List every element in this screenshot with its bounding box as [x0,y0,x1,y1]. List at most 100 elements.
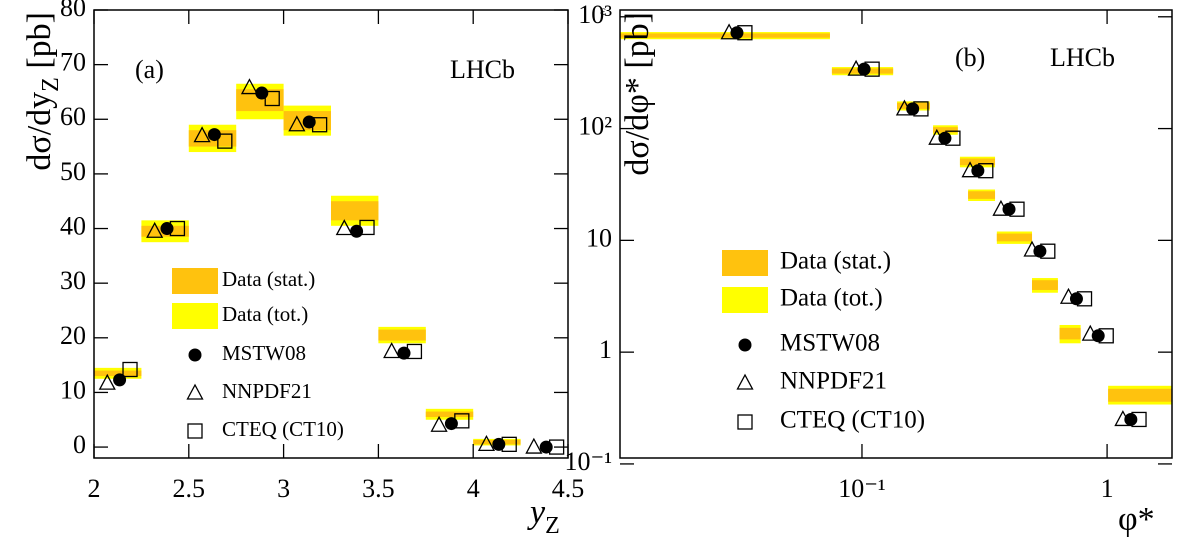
legend-label: Data (tot.) [780,285,883,312]
data-band [933,127,958,133]
x-axis-label: φ* [1118,501,1155,538]
legend-label: CTEQ (CT10) [222,417,344,441]
y-axis-label: dσ/dyZ [pb] [21,12,64,171]
data-band [620,33,830,38]
marker-square [864,61,880,77]
y-tick-label: 10 [60,375,86,404]
y-tick-label: 70 [60,48,86,77]
legend-swatch [722,287,768,313]
marker-triangle [430,415,448,432]
marker-triangle [720,23,738,40]
x-tick-label: 2.5 [173,474,206,503]
data-band [1032,280,1058,290]
y-tick-label: 20 [60,321,86,350]
marker-square [1131,411,1147,428]
marker-square [913,101,929,117]
marker-square [501,436,517,452]
legend-label: Data (stat.) [222,267,315,291]
marker-square [737,25,753,41]
annotation: LHCb [450,55,515,84]
annotation: (a) [135,55,164,84]
marker-triangle [335,219,353,236]
marker-triangle [992,199,1010,216]
x-axis-label-main: y [527,494,546,531]
y-tick-label: 10² [578,112,612,141]
y-tick-label: 10³ [578,0,612,29]
x-tick-label: 1 [1101,474,1114,503]
marker-square [169,220,186,237]
marker-square [264,90,280,107]
marker-circle [113,373,127,387]
marker-triangle [146,221,164,238]
annotation: ε [600,4,606,19]
marker-circle [1002,202,1016,216]
y-tick-label: 10⁻¹ [564,447,612,476]
y-tick-label: 30 [60,266,86,295]
y-tick-label: 10 [586,223,612,252]
y-tick-label: 80 [60,0,86,22]
x-tick-label: 3 [277,474,290,503]
marker-square [311,117,328,133]
annotation: LHCb [1050,43,1115,72]
y-tick-label: 50 [60,157,86,186]
plot-frame [619,9,1173,459]
y-axis-label-sub: Z [38,77,64,92]
marker-square [1040,243,1056,259]
marker-circle [1069,292,1083,306]
marker-square [1076,291,1093,307]
x-tick-label: 3.5 [362,474,395,503]
marker-square [945,130,961,146]
marker-triangle [193,126,211,143]
x-tick-label: 2 [88,474,101,503]
marker-square [1098,328,1114,344]
legend-label: CTEQ (CT10) [780,407,925,434]
marker-square [122,361,138,378]
marker-triangle [288,115,306,132]
y-tick-label: 40 [60,212,86,241]
marker-square [187,423,203,439]
marker-triangle [186,383,204,400]
marker-triangle [961,161,979,178]
data-band [1059,327,1081,340]
marker-circle [1033,244,1047,258]
marker-square [217,133,233,149]
marker-circle [906,102,920,116]
marker-triangle [1023,240,1041,257]
marker-triangle [847,59,865,76]
legend-swatch [172,268,218,294]
marker-circle [350,224,364,238]
y-axis-label-unit: [pb] [21,12,58,77]
marker-square [406,343,423,360]
marker-triangle [928,128,946,145]
marker-circle [730,26,744,40]
marker-square [978,163,994,179]
marker-circle [1124,412,1138,426]
marker-circle [188,348,202,362]
marker-square [359,219,375,236]
x-axis-label-main: φ* [1118,501,1155,538]
legend-label: NNPDF21 [222,379,312,403]
data-band [1108,388,1172,402]
y-axis-label-main: dσ/dφ* [619,77,656,175]
annotation: (b) [955,43,985,72]
marker-circle [857,62,871,76]
data-band [425,411,474,418]
y-tick-label: 60 [60,102,86,131]
marker-circle [492,437,506,451]
panel: 10⁻¹ 1 10⁻¹ 1 10 10² 10³ φ* dσ/dφ* [pb] (b) LHCb ε D… [564,0,1173,538]
marker-circle [160,222,174,236]
x-tick-label: 4.5 [552,474,585,503]
marker-triangle [477,434,496,451]
data-band [959,158,996,166]
marker-triangle [736,373,754,390]
x-axis-label: yZ [527,494,560,539]
marker-triangle [525,437,543,454]
y-tick-label: 0 [73,430,86,459]
legend-label: NNPDF21 [780,368,887,395]
data-band [996,233,1033,242]
marker-triangle [1114,410,1132,427]
marker-triangle [98,373,116,390]
marker-circle [539,440,553,454]
